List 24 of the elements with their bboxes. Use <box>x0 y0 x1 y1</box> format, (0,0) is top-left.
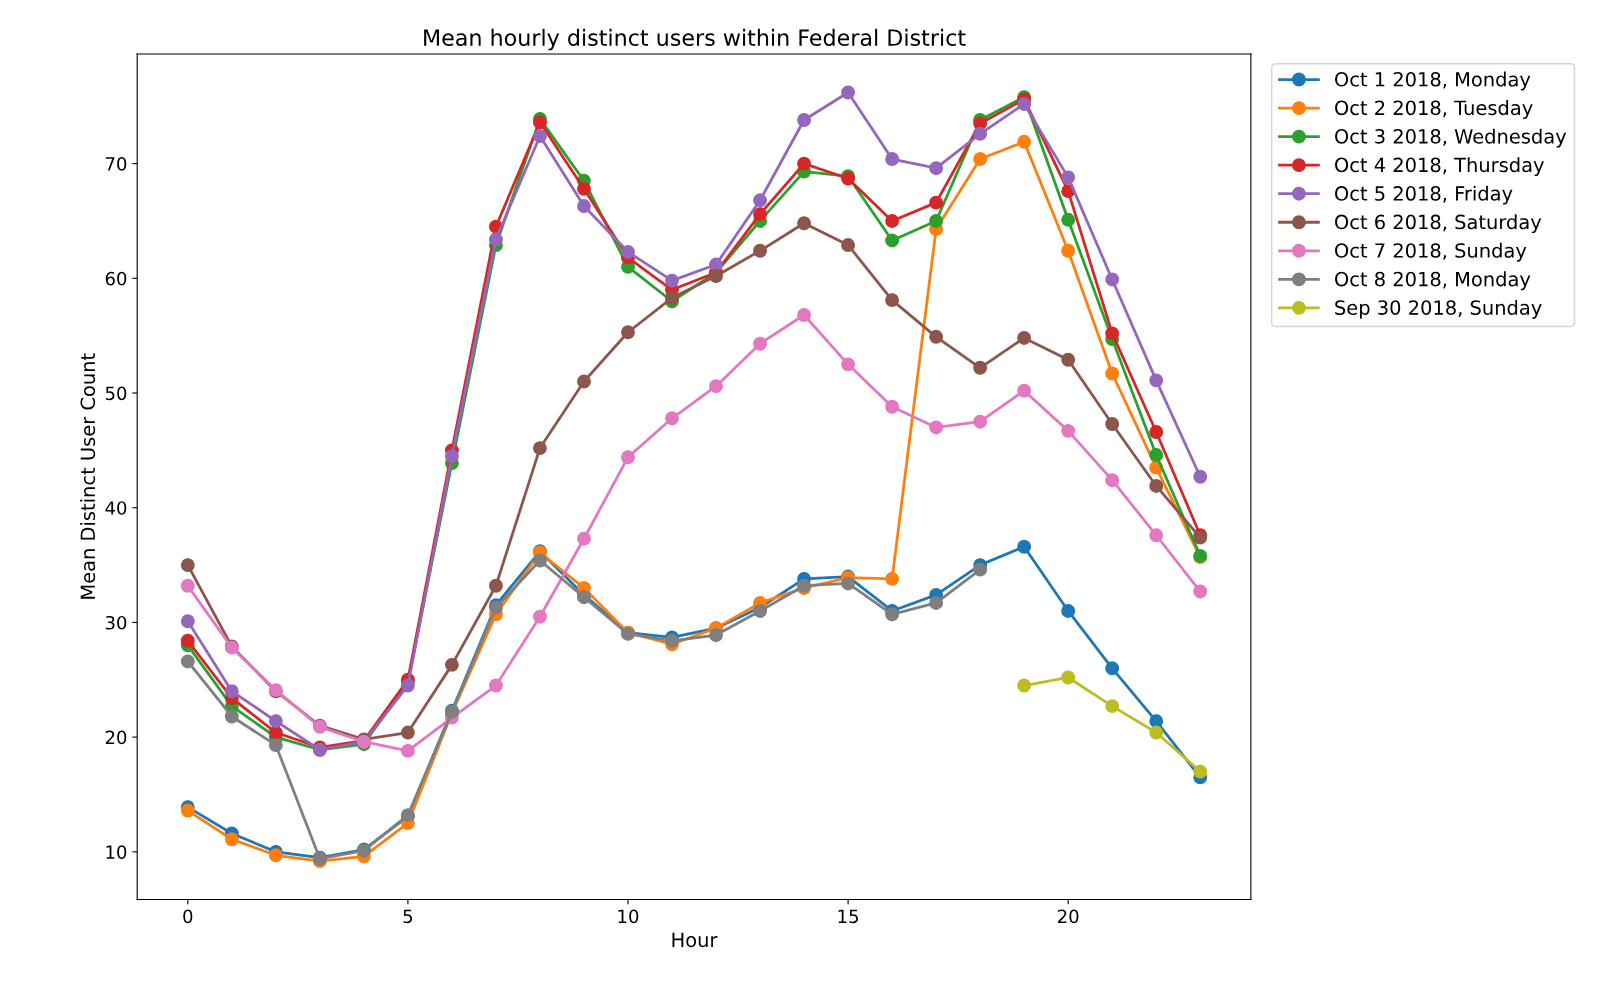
legend-label: Oct 8 2018, Monday <box>1335 271 1531 291</box>
x-tick-label: 10 <box>618 909 639 924</box>
y-tick-label: 10 <box>106 845 127 859</box>
y-tick-label: 20 <box>105 730 127 745</box>
legend-label: Oct 6 2018, Saturday <box>1335 214 1542 234</box>
y-axis-title: Mean Distinct User Count <box>80 353 96 599</box>
legend-label: Sep 30 2018, Sunday <box>1335 299 1542 319</box>
x-tick-label: 20 <box>1058 909 1079 924</box>
legend-label: Oct 3 2018, Wednesday <box>1335 128 1567 148</box>
y-tick-label: 60 <box>105 271 127 286</box>
legend-label: Oct 7 2018, Sunday <box>1335 242 1527 262</box>
x-tick-label: 0 <box>183 909 193 924</box>
legend-label: Oct 2 2018, Tuesday <box>1335 100 1533 119</box>
y-tick-label: 50 <box>105 386 127 401</box>
y-tick-label: 30 <box>105 615 127 630</box>
chart-title: Mean hourly distinct users within Federal District <box>424 28 966 51</box>
legend-label: Oct 4 2018, Thursday <box>1335 157 1544 177</box>
x-axis-title: Hour <box>672 932 718 948</box>
legend-label: Oct 1 2018, Monday <box>1335 71 1531 91</box>
legend-label: Oct 5 2018, Friday <box>1335 185 1513 205</box>
y-tick-label: 40 <box>105 501 127 515</box>
x-tick-label: 5 <box>403 909 413 924</box>
x-tick-label: 15 <box>838 909 858 924</box>
y-tick-label: 70 <box>105 157 127 171</box>
